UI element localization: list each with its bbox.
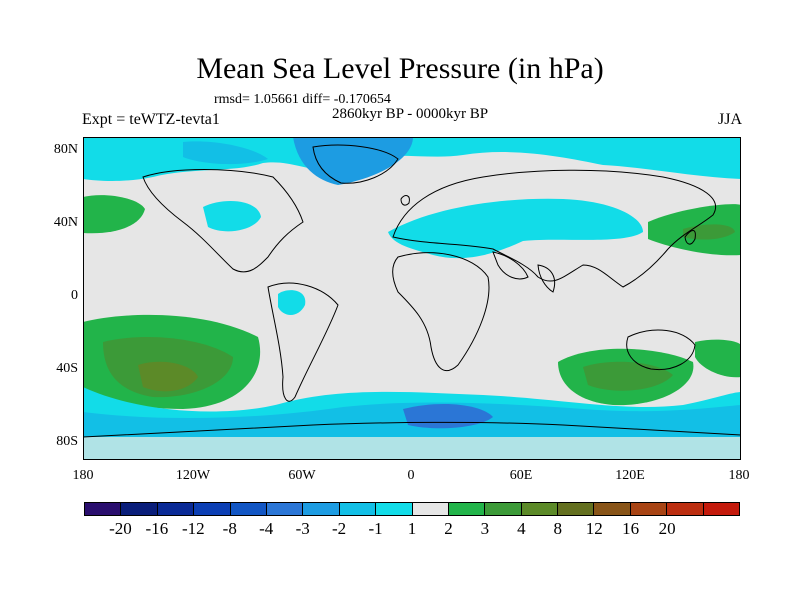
antarctic-neutral-strip xyxy=(83,437,741,460)
colorbar-swatch xyxy=(667,503,704,515)
colorbar xyxy=(84,502,740,516)
colorbar-label: -20 xyxy=(109,519,132,538)
lon-label-120w: 120W xyxy=(175,468,211,483)
north-pacific-positive xyxy=(83,195,145,234)
lon-label-180w: 180 xyxy=(72,468,94,483)
colorbar-label: 16 xyxy=(622,519,640,538)
lat-label-80n: 80N xyxy=(53,142,78,157)
arctic-negative-patch-2 xyxy=(183,141,268,165)
colorbar-label: 8 xyxy=(553,519,563,538)
lat-label-40s: 40S xyxy=(56,361,78,376)
south-pacific-positive-core xyxy=(138,361,198,392)
map-title: Mean Sea Level Pressure (in hPa) xyxy=(196,52,604,85)
colorbar-swatch xyxy=(194,503,231,515)
lon-label-60e: 60E xyxy=(509,468,533,483)
colorbar-label: 1 xyxy=(407,519,417,538)
colorbar-label: 20 xyxy=(658,519,676,538)
experiment-label: Expt = teWTZ-tevta1 xyxy=(82,111,220,128)
colorbar-swatch xyxy=(558,503,595,515)
colorbar-swatch xyxy=(485,503,522,515)
eurasia-negative-band xyxy=(388,198,643,259)
colorbar-label: -3 xyxy=(295,519,310,538)
colorbar-swatch xyxy=(412,503,449,515)
greenland-negative-core xyxy=(293,137,413,185)
lat-label-80s: 80S xyxy=(56,434,78,449)
coastlines xyxy=(83,144,741,438)
season-label: JJA xyxy=(717,111,742,128)
colorbar-swatch xyxy=(521,503,559,515)
colorbar-swatch xyxy=(85,503,122,515)
colorbar-label: -8 xyxy=(222,519,237,538)
colorbar-label: 4 xyxy=(517,519,526,538)
lon-label-0: 0 xyxy=(407,468,415,483)
colorbar-label: -2 xyxy=(332,519,347,538)
colorbar-label: -16 xyxy=(145,519,169,538)
colorbar-swatch xyxy=(339,503,377,515)
west-pacific-positive-core xyxy=(683,224,735,240)
tasman-positive xyxy=(695,339,741,378)
colorbar-label: 2 xyxy=(444,519,453,538)
colorbar-swatch xyxy=(703,503,740,515)
arctic-negative-band xyxy=(83,137,741,181)
colorbar-swatch xyxy=(230,503,267,515)
lon-label-60w: 60W xyxy=(288,468,316,483)
colorbar-swatch xyxy=(121,503,158,515)
colorbar-swatch xyxy=(266,503,304,515)
colorbar-label: -1 xyxy=(368,519,383,538)
colorbar-swatch xyxy=(303,503,340,515)
lat-label-40n: 40N xyxy=(53,215,78,230)
colorbar-label: 12 xyxy=(585,519,603,538)
colorbar-label: -4 xyxy=(259,519,274,538)
lat-label-0: 0 xyxy=(71,288,78,303)
lon-label-120e: 120E xyxy=(615,468,645,483)
colorbar-swatch xyxy=(157,503,195,515)
north-atlantic-negative xyxy=(203,201,261,232)
lon-label-180e: 180 xyxy=(728,468,750,483)
colorbar-swatch xyxy=(594,503,631,515)
time-period-label: 2860kyr BP - 0000kyr BP xyxy=(331,106,489,122)
colorbar-swatch xyxy=(630,503,668,515)
pressure-anomaly-map xyxy=(83,137,741,460)
rmsd-diff-stats: rmsd= 1.05661 diff= -0.170654 xyxy=(214,92,391,107)
colorbar-swatch xyxy=(376,503,413,515)
colorbar-swatch xyxy=(448,503,486,515)
colorbar-label: -12 xyxy=(181,519,205,538)
colorbar-label: 3 xyxy=(480,519,490,538)
south-america-negative xyxy=(278,290,306,315)
